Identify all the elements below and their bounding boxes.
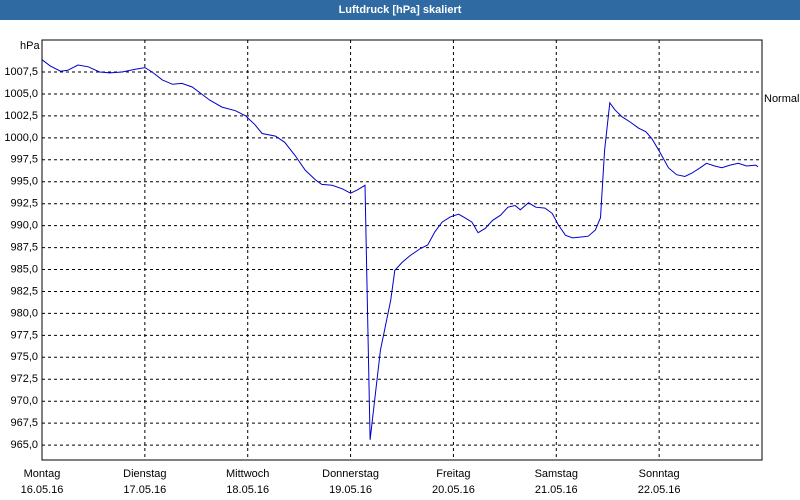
plot-area — [41, 39, 763, 461]
x-tick-label: Dienstag 17.05.16 — [123, 468, 167, 496]
annotation: Normal — [764, 93, 799, 105]
y-axis-label: hPa — [20, 40, 40, 52]
y-tick-label: 972,5 — [10, 373, 38, 385]
y-tick-label: 980,0 — [10, 307, 38, 319]
y-tick-label: 977,5 — [10, 329, 38, 341]
chart-title: Luftdruck [hPa] skaliert — [0, 0, 800, 20]
y-tick-label: 990,0 — [10, 220, 38, 232]
y-tick-label: 965,0 — [10, 439, 38, 451]
x-tick-label: Freitag 20.05.16 — [432, 468, 475, 496]
x-tick-label: Donnerstag 19.05.16 — [322, 468, 379, 496]
y-tick-label: 1002,5 — [4, 110, 38, 122]
y-tick-label: 982,5 — [10, 285, 38, 297]
y-tick-label: 985,0 — [10, 263, 38, 275]
y-tick-label: 975,0 — [10, 351, 38, 363]
data-line — [41, 59, 759, 440]
x-tick-label: Samstag 21.05.16 — [534, 468, 578, 496]
y-tick-label: 992,5 — [10, 198, 38, 210]
y-tick-label: 967,5 — [10, 417, 38, 429]
y-tick-label: 1007,5 — [4, 66, 38, 78]
y-tick-label: 970,0 — [10, 395, 38, 407]
x-tick-label: Mittwoch 18.05.16 — [226, 468, 270, 496]
y-tick-label: 995,0 — [10, 176, 38, 188]
y-tick-label: 997,5 — [10, 154, 38, 166]
y-tick-label: 987,5 — [10, 241, 38, 253]
y-tick-label: 1000,0 — [4, 132, 38, 144]
y-tick-label: 1005,0 — [4, 88, 38, 100]
x-tick-label: Montag 16.05.16 — [20, 468, 64, 496]
x-tick-label: Sonntag 22.05.16 — [637, 468, 681, 496]
